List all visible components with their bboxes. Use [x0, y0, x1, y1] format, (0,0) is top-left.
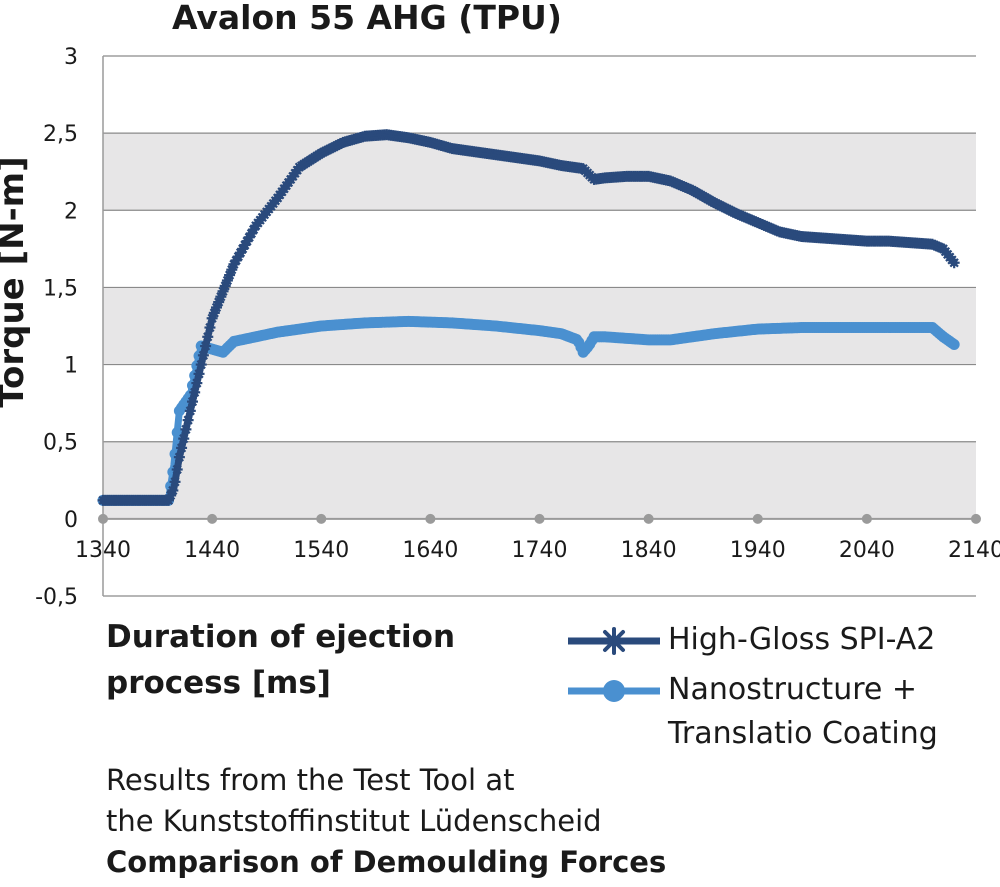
x-tick-label: 2040 — [839, 538, 895, 563]
series-layer — [97, 129, 960, 506]
data-point — [193, 368, 205, 380]
data-point — [195, 359, 207, 371]
x-axis-tick-dot — [534, 513, 545, 524]
x-tick-label: 1740 — [512, 538, 568, 563]
x-axis-tick-dot — [861, 513, 872, 524]
legend-swatch-star-icon — [568, 627, 660, 655]
data-point — [176, 442, 188, 454]
x-axis-tick-dot — [316, 513, 327, 524]
x-tick-label: 1340 — [75, 538, 131, 563]
y-tick-label: 1 — [64, 354, 78, 379]
data-point — [178, 433, 190, 445]
data-point — [189, 386, 201, 398]
x-axis-tick-dot — [207, 513, 218, 524]
data-point — [173, 451, 185, 463]
y-tick-label: 0,5 — [43, 431, 78, 456]
data-point — [171, 463, 183, 475]
data-point — [197, 349, 209, 361]
plot-band — [103, 518, 976, 596]
data-point — [248, 224, 260, 236]
x-tick-label: 1640 — [402, 538, 458, 563]
data-point — [200, 340, 212, 352]
footnote-line-2: the Kunststoffinstitut Lüdenscheid — [106, 804, 602, 838]
x-tick-label: 1940 — [730, 538, 786, 563]
data-point — [182, 414, 194, 426]
data-point — [167, 484, 179, 496]
series-high-gloss — [97, 129, 960, 506]
x-tick-label: 2140 — [948, 538, 1000, 563]
x-tick-label: 1840 — [621, 538, 677, 563]
y-tick-label: -0,5 — [35, 585, 78, 610]
legend-label-nanostructure: Nanostructure + Translatio Coating — [668, 672, 938, 751]
x-tick-label: 1540 — [293, 538, 349, 563]
x-axis-tick-dot — [752, 513, 763, 524]
y-tick-label: 2 — [64, 199, 78, 224]
axes — [98, 56, 981, 596]
y-tick-label: 3 — [64, 45, 78, 70]
y-tick-labels: 3 2,5 2 1,5 1 0,5 0 -0,5 — [35, 45, 78, 610]
data-point — [202, 331, 214, 343]
gridlines — [103, 55, 976, 597]
data-point — [241, 235, 253, 247]
legend-label-high-gloss: High-Gloss SPI-A2 — [668, 622, 936, 657]
legend-item-high-gloss: High-Gloss SPI-A2 — [566, 618, 996, 664]
x-axis-tick-dot — [643, 513, 654, 524]
data-point — [184, 405, 196, 417]
x-tick-label: 1440 — [184, 538, 240, 563]
data-point — [948, 339, 960, 351]
x-tick-labels: 1340 1440 1540 1640 1740 1840 1940 2040 2140 — [75, 538, 1000, 563]
data-point — [180, 423, 192, 435]
legend-item-nanostructure: Nanostructure + Translatio Coating — [566, 668, 996, 756]
data-point — [948, 257, 960, 269]
y-tick-label: 0 — [64, 508, 78, 533]
footnote-line-3: Comparison of Demoulding Forces — [106, 845, 667, 879]
x-axis-tick-dot — [425, 513, 436, 524]
data-point — [191, 377, 203, 389]
legend-swatch-circle-icon — [568, 680, 660, 702]
plot-band — [103, 441, 976, 519]
x-axis-tick-dot — [98, 513, 108, 524]
y-tick-label: 2,5 — [43, 122, 78, 147]
footnote: Results from the Test Tool at the Kunsts… — [106, 760, 666, 883]
x-axis-label: Duration of ejection process [ms] — [106, 619, 456, 701]
plot-band — [103, 56, 976, 134]
plot-band — [103, 133, 976, 211]
y-tick-label: 1,5 — [43, 276, 78, 301]
data-point — [204, 322, 216, 334]
legend: High-Gloss SPI-A2 Nanostructure + Transl… — [566, 618, 996, 760]
y-axis-label: Torque [N-m] — [0, 156, 32, 408]
chart-title: Avalon 55 AHG (TPU) — [172, 0, 562, 37]
data-point — [186, 396, 198, 408]
plot-band — [103, 364, 976, 442]
x-axis-tick-dot — [971, 513, 981, 524]
data-point — [169, 476, 181, 488]
footnote-line-1: Results from the Test Tool at — [106, 763, 515, 797]
